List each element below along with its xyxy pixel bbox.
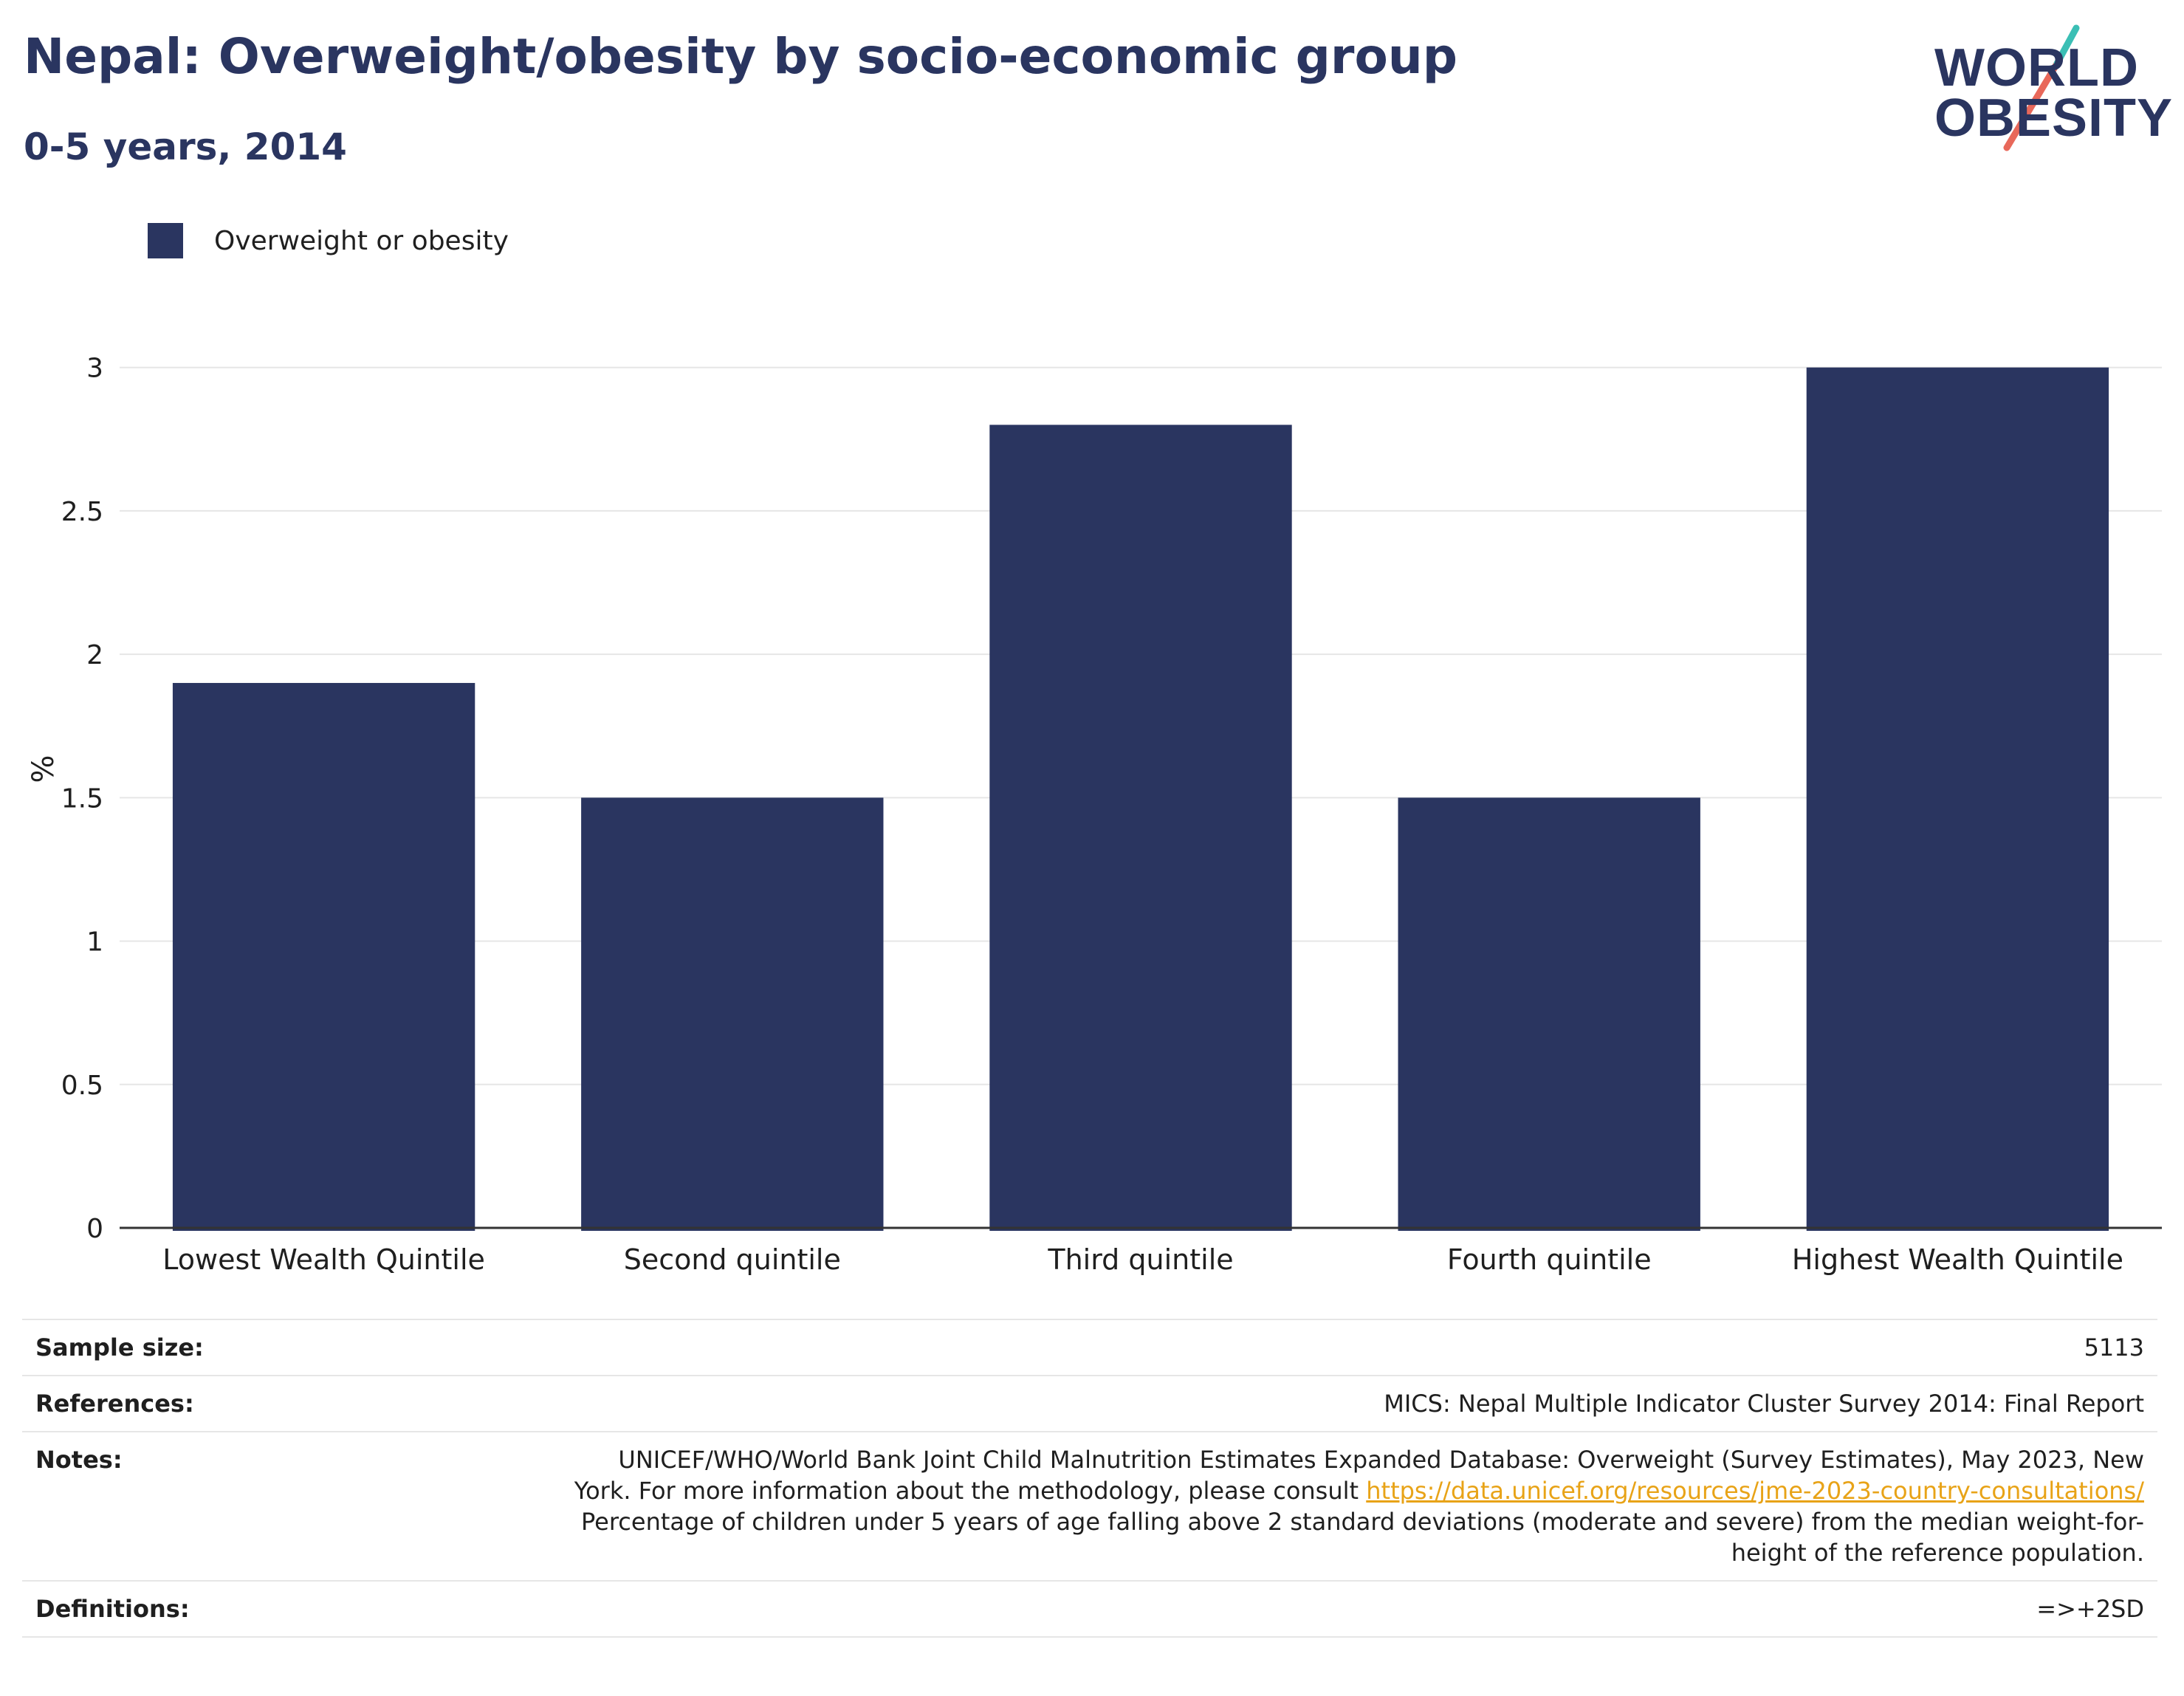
bar — [1398, 797, 1700, 1231]
bar-chart: 0 0.5 1 1.5 2 2.5 3% Lowest Wealth Quintile Seco… — [27, 354, 2162, 1276]
notes-label: Notes: — [22, 1431, 285, 1581]
y-axis-label: % — [27, 755, 61, 783]
x-tick-label: Lowest Wealth Quintile — [162, 1243, 485, 1276]
notes-line-4: height of the reference population. — [1731, 1539, 2144, 1567]
info-table: Sample size: 5113 References: MICS: Nepa… — [22, 1319, 2157, 1638]
y-tick-label: 2 — [86, 640, 103, 670]
legend-label: Overweight or obesity — [214, 225, 509, 256]
notes-line-1: UNICEF/WHO/World Bank Joint Child Malnut… — [618, 1446, 2144, 1474]
notes-line-2: York. For more information about the met… — [574, 1477, 1367, 1505]
logo-slash-top — [2053, 24, 2080, 67]
legend[interactable]: Overweight or obesity — [148, 219, 509, 263]
definitions-row: Definitions: =>+2SD — [22, 1580, 2157, 1638]
sample-size-row: Sample size: 5113 — [22, 1319, 2157, 1376]
y-tick-label: 0 — [86, 1214, 103, 1244]
sample-size-label: Sample size: — [22, 1319, 285, 1376]
chart-title: Nepal: Overweight/obesity by socio-econo… — [24, 28, 1458, 85]
notes-methodology-link[interactable]: https://data.unicef.org/resources/jme-20… — [1366, 1477, 2144, 1505]
notes-value: UNICEF/WHO/World Bank Joint Child Malnut… — [285, 1431, 2157, 1581]
bar — [1806, 367, 2109, 1231]
notes-line-3: Percentage of children under 5 years of … — [581, 1508, 2144, 1536]
y-tick-label: 0.5 — [61, 1071, 103, 1101]
references-value: MICS: Nepal Multiple Indicator Cluster S… — [285, 1375, 2157, 1432]
sample-size-value: 5113 — [285, 1319, 2157, 1376]
x-tick-label: Highest Wealth Quintile — [1792, 1243, 2123, 1276]
y-tick-label: 2.5 — [61, 497, 103, 527]
references-label: References: — [22, 1375, 285, 1432]
logo-word-world: WORLD — [1934, 38, 2139, 97]
bar — [172, 682, 475, 1231]
y-tick-label: 1.5 — [61, 783, 103, 814]
x-tick-label: Second quintile — [624, 1243, 841, 1276]
y-tick-label: 3 — [86, 354, 103, 384]
x-tick-label: Third quintile — [1047, 1243, 1233, 1276]
legend-swatch — [148, 223, 183, 258]
bar — [581, 797, 884, 1231]
world-obesity-logo: WORLD OBESITY — [1920, 21, 2174, 154]
chart-subtitle: 0-5 years, 2014 — [24, 126, 347, 168]
notes-row: Notes: UNICEF/WHO/World Bank Joint Child… — [22, 1431, 2157, 1581]
logo-slash-icon — [2003, 24, 2080, 151]
logo-slash-bottom — [2003, 60, 2061, 151]
logo-word-obesity: OBESITY — [1934, 89, 2174, 148]
definitions-label: Definitions: — [22, 1580, 285, 1638]
definitions-value: =>+2SD — [285, 1580, 2157, 1638]
y-tick-label: 1 — [86, 927, 103, 958]
references-row: References: MICS: Nepal Multiple Indicat… — [22, 1375, 2157, 1432]
bar — [989, 425, 1292, 1231]
x-tick-label: Fourth quintile — [1447, 1243, 1652, 1276]
